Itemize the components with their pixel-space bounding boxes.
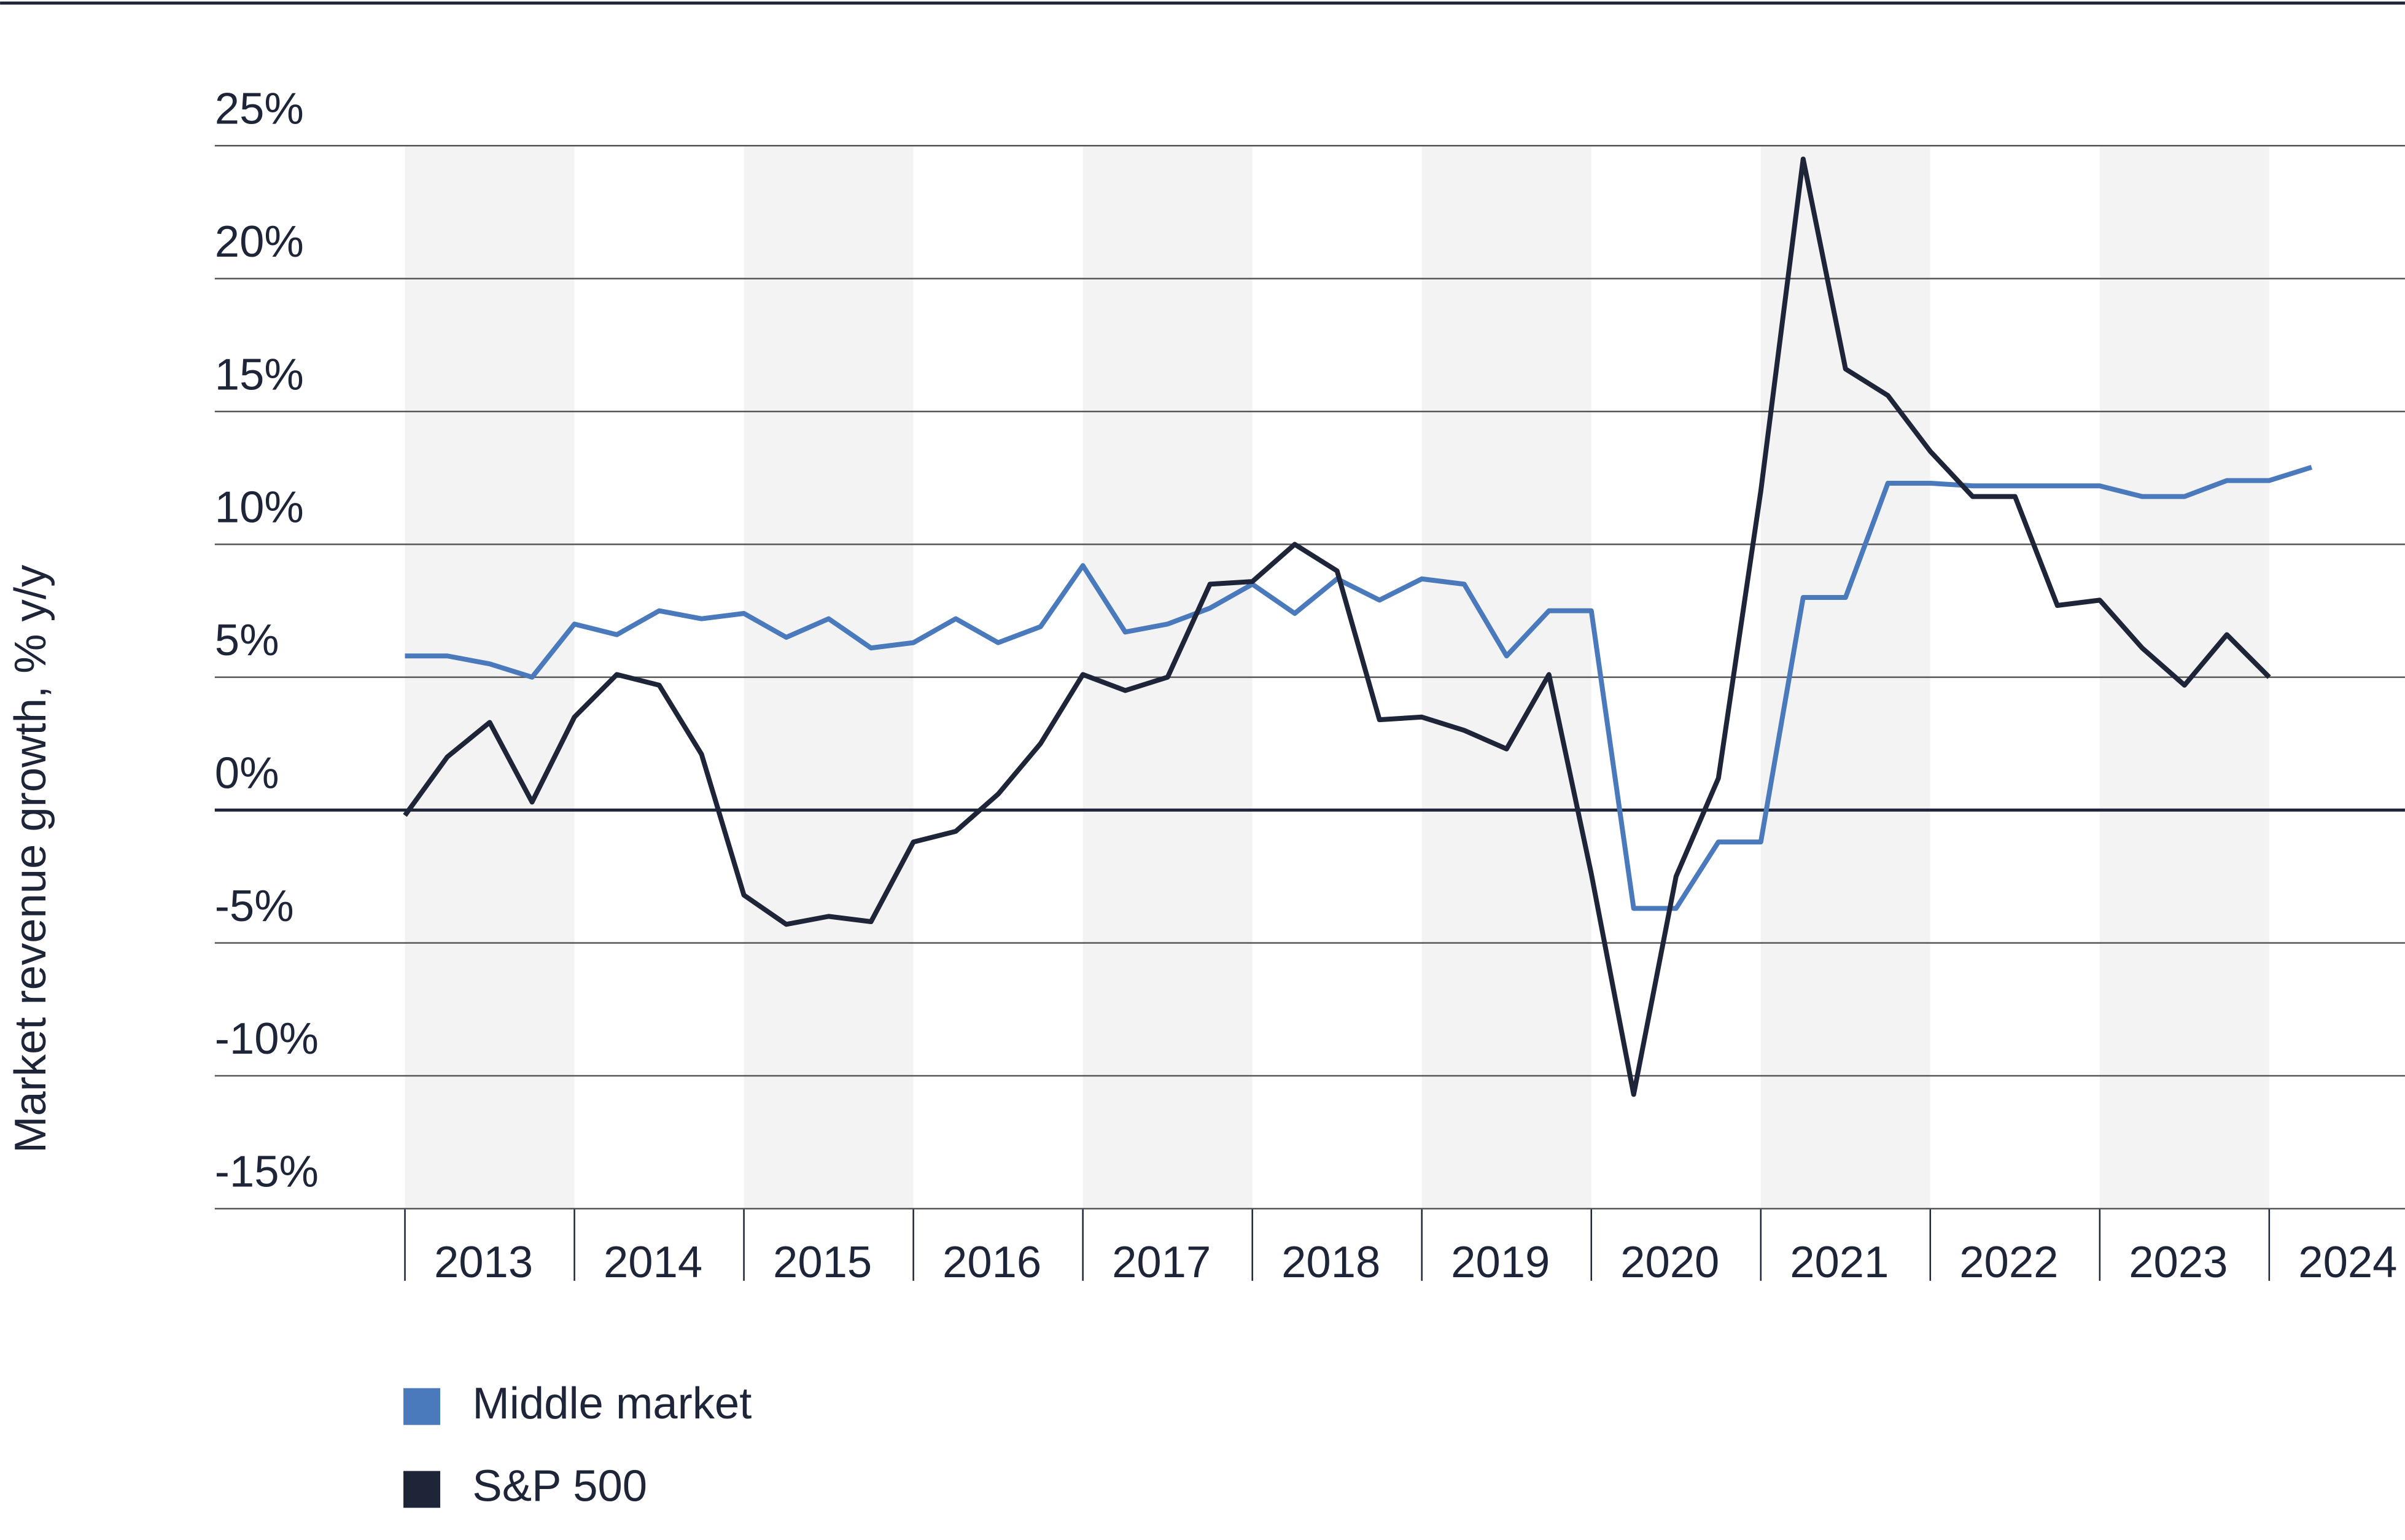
x-tick-label: 2019 xyxy=(1451,1237,1550,1287)
legend-item: S&P 500 xyxy=(403,1461,647,1511)
x-tick-label: 2016 xyxy=(942,1237,1041,1287)
legend-label: Middle market xyxy=(472,1379,752,1428)
y-tick-label: 25% xyxy=(215,84,304,133)
y-tick-label: 0% xyxy=(215,748,279,798)
legend-item: Middle market xyxy=(403,1379,752,1428)
x-tick-label: 2023 xyxy=(2129,1237,2228,1287)
x-tick-label: 2015 xyxy=(773,1237,872,1287)
x-tick-label: 2017 xyxy=(1112,1237,1211,1287)
y-tick-label: 5% xyxy=(215,615,279,665)
legend-swatch xyxy=(403,1388,440,1425)
y-tick-label: 20% xyxy=(215,217,304,266)
series-line xyxy=(403,156,2271,1097)
y-tick-label: 15% xyxy=(215,349,304,399)
x-tick-label: 2018 xyxy=(1281,1237,1380,1287)
series-line xyxy=(405,465,2313,911)
x-tick-label: 2021 xyxy=(1790,1237,1889,1287)
x-tick-label: 2022 xyxy=(1959,1237,2058,1287)
legend-label: S&P 500 xyxy=(472,1461,647,1511)
y-tick-label: -10% xyxy=(215,1014,319,1064)
y-tick-label: 10% xyxy=(215,483,304,532)
y-axis-label: Market revenue growth, % y/y xyxy=(6,564,55,1153)
y-tick-label: -15% xyxy=(215,1147,319,1197)
legend-swatch xyxy=(403,1471,440,1508)
x-tick-label: 2024 xyxy=(2298,1237,2397,1287)
x-tick-label: 2020 xyxy=(1620,1237,1719,1287)
x-tick-label: 2013 xyxy=(434,1237,533,1287)
x-tick-label: 2014 xyxy=(604,1237,702,1287)
y-tick-label: -5% xyxy=(215,881,294,931)
